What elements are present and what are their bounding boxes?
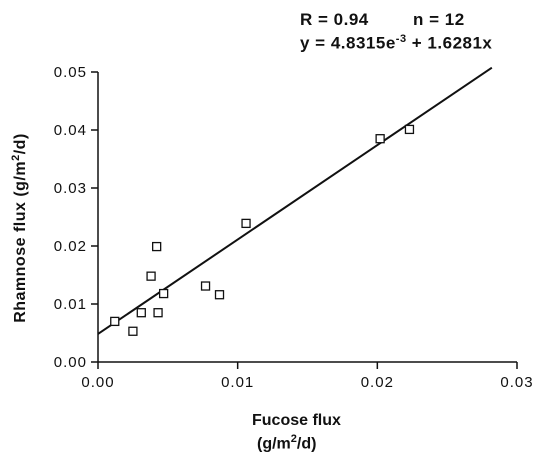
y-tick-label: 0.03 — [54, 180, 87, 197]
r-value: R = 0.94 — [300, 10, 369, 29]
x-tick-label: 0.03 — [500, 374, 533, 391]
data-point — [152, 241, 162, 252]
y-title-prefix: Rhamnose flux (g/m — [12, 160, 30, 323]
data-points — [110, 124, 415, 336]
ticks — [91, 71, 518, 369]
data-point — [404, 124, 415, 135]
x-axis-units: (g/m2/d) — [257, 433, 316, 453]
data-point — [136, 308, 146, 318]
x-tick-label: 0.02 — [361, 374, 394, 391]
x-tick-label: 0.00 — [81, 374, 114, 391]
data-point — [214, 290, 225, 300]
regression-line — [97, 66, 493, 335]
data-point — [128, 326, 138, 336]
y-tick-label: 0.05 — [54, 64, 87, 81]
n-value: n = 12 — [413, 10, 465, 29]
data-point — [375, 134, 385, 144]
y-tick-label: 0.04 — [54, 122, 87, 139]
y-title-exponent: 2 — [9, 154, 22, 161]
y-tick-label: 0.02 — [54, 238, 87, 255]
y-tick-label: 0.00 — [54, 354, 87, 371]
data-point — [146, 271, 156, 281]
regression-equation: y = 4.8315e-3 + 1.6281x — [300, 33, 492, 54]
data-point — [110, 316, 120, 327]
x-units-exponent: 2 — [290, 433, 297, 445]
y-title-suffix: /d) — [12, 133, 30, 155]
data-point — [153, 308, 163, 318]
equation-exponent: -3 — [395, 33, 407, 45]
x-tick-label: 0.01 — [221, 374, 254, 391]
x-axis-title: Fucose flux — [252, 412, 341, 429]
x-units-prefix: (g/m — [257, 435, 291, 453]
data-point — [200, 281, 211, 291]
equation-prefix: y = 4.8315e — [300, 33, 396, 53]
tick-labels: 0.00 0.01 0.02 0.03 0.00 0.01 0.02 0.03 0.04 0.05 — [54, 64, 533, 391]
equation-suffix: + 1.6281x — [406, 33, 493, 53]
data-point — [158, 288, 169, 299]
axes — [97, 72, 517, 363]
data-point — [241, 218, 251, 229]
x-units-suffix: /d) — [296, 435, 317, 453]
y-axis-title: Rhamnose flux (g/m2/d) — [10, 133, 30, 323]
y-tick-label: 0.01 — [54, 296, 87, 313]
